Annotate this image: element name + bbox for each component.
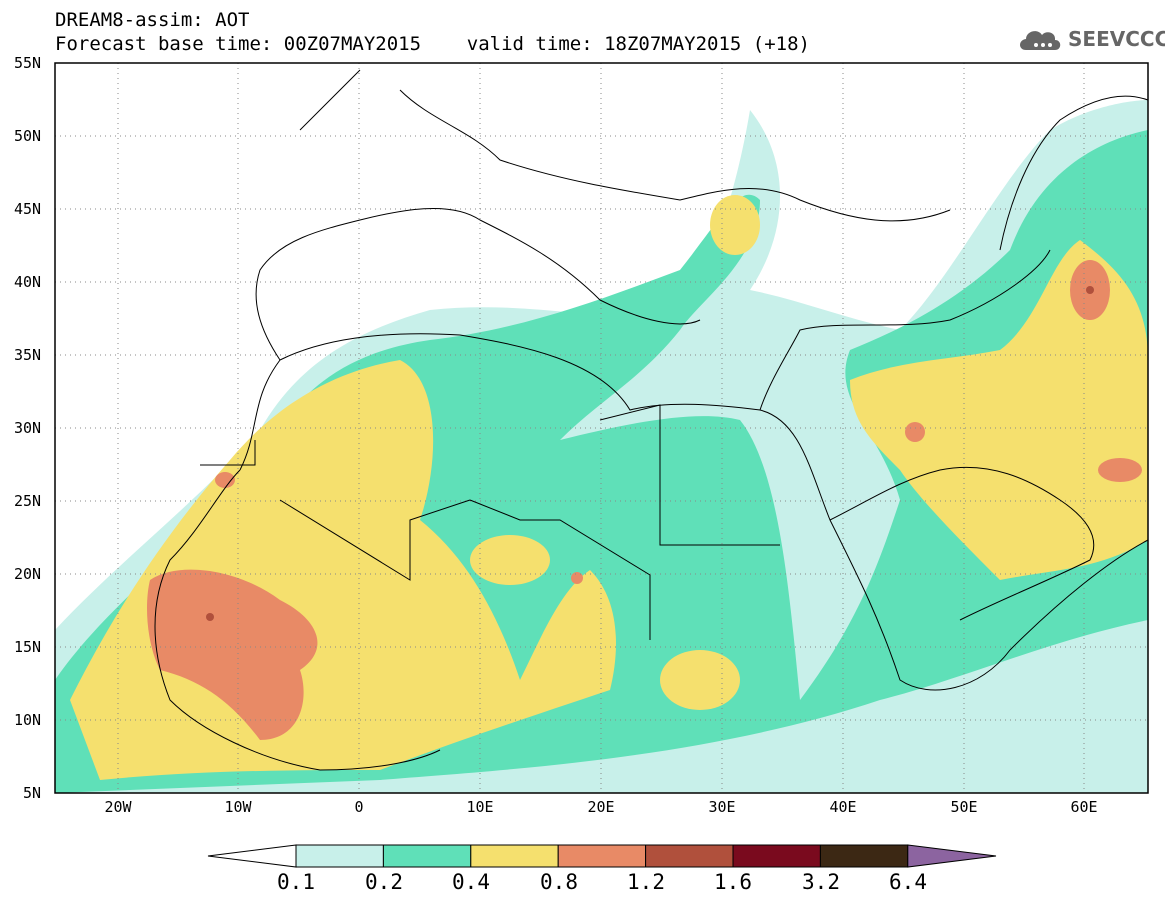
lat-label: 35N — [14, 346, 42, 364]
lat-label: 45N — [14, 200, 42, 218]
aot-field — [55, 100, 1148, 793]
lat-label: 15N — [14, 638, 42, 656]
lat-label: 55N — [14, 54, 42, 72]
colorbar-label: 3.2 — [802, 870, 840, 894]
colorbar-label: 0.4 — [452, 870, 490, 894]
colorbar-box — [470, 844, 559, 868]
cloud-icon — [1020, 31, 1061, 50]
colorbar-over-triangle — [907, 844, 997, 868]
lon-label: 10E — [466, 798, 494, 816]
coastlines — [154, 69, 1149, 771]
colorbar-box — [645, 844, 734, 868]
logo-text: SEEVCCC — [1068, 27, 1165, 51]
colorbar-label: 1.2 — [627, 870, 665, 894]
lat-label: 40N — [14, 273, 42, 291]
title-line-2: Forecast base time: 00Z07MAY2015 valid t… — [55, 33, 810, 55]
lat-label: 25N — [14, 492, 42, 510]
colorbar-box — [295, 844, 384, 868]
title-line-1: DREAM8-assim: AOT — [55, 9, 250, 31]
colorbar-label: 1.6 — [714, 870, 752, 894]
colorbar-label: 0.8 — [540, 870, 578, 894]
colorbar-label: 0.2 — [365, 870, 403, 894]
lon-label: 10W — [224, 798, 252, 816]
colorbar-label: 6.4 — [889, 870, 927, 894]
lat-label: 5N — [23, 784, 42, 802]
lon-label: 40E — [829, 798, 857, 816]
lat-label: 20N — [14, 565, 42, 583]
lon-label: 0 — [354, 798, 364, 816]
colorbar-box — [732, 844, 821, 868]
colorbar-box — [382, 844, 472, 868]
lon-label: 50E — [950, 798, 978, 816]
gridlines — [55, 63, 1148, 793]
lat-label: 30N — [14, 419, 42, 437]
colorbar-label: 0.1 — [277, 870, 315, 894]
lon-label: 60E — [1070, 798, 1098, 816]
colorbar-under-triangle — [207, 844, 297, 868]
lon-label: 20E — [587, 798, 615, 816]
lon-label: 20W — [104, 798, 132, 816]
colorbar-box — [819, 844, 909, 868]
lat-label: 10N — [14, 711, 42, 729]
lat-label: 50N — [14, 127, 42, 145]
colorbar-box — [557, 844, 647, 868]
lon-label: 30E — [708, 798, 736, 816]
